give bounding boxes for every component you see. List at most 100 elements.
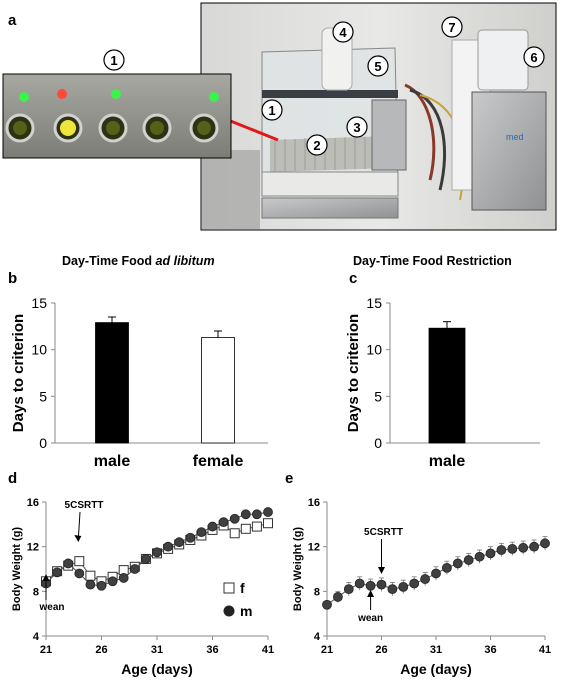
panel-letter-d: d: [8, 470, 18, 487]
x-tick-label: 36: [206, 644, 218, 656]
photo-label-2: 2: [313, 138, 320, 153]
data-point: [96, 580, 107, 591]
data-point: [229, 528, 240, 539]
data-point: [333, 592, 343, 602]
annotation-arrowhead: [42, 574, 50, 581]
y-tick-label: 0: [39, 435, 47, 451]
y-tick-label: 5: [39, 388, 47, 404]
data-point: [409, 578, 420, 589]
y-tick-label: 15: [366, 295, 382, 311]
annotation-wean: wean: [357, 613, 383, 624]
annotation-5csrtt: 5CSRTT: [65, 500, 104, 511]
x-tick-label: 41: [262, 644, 274, 656]
data-point: [129, 564, 140, 574]
data-point: [185, 532, 196, 543]
data-point: [518, 542, 529, 553]
data-point: [74, 568, 85, 579]
apparatus-photo: med 1 1 2 3 4 5 6 7: [2, 2, 557, 231]
data-point: [63, 558, 74, 569]
data-point: [420, 574, 431, 584]
data-point: [529, 541, 540, 552]
data-point: [343, 584, 354, 594]
x-category-label: male: [429, 453, 466, 470]
photo-label-6: 6: [530, 50, 537, 65]
data-point: [452, 558, 463, 569]
x-tick-label: 36: [484, 644, 496, 656]
data-point: [118, 573, 129, 583]
legend-marker-f: [223, 582, 235, 594]
chart-e: 4 8 12 16 21 26 31 36 41 Age (days) Body Weight (g…: [292, 497, 551, 677]
heading-b-italic: ad libitum: [155, 254, 215, 268]
x-axis-label: Age (days): [121, 661, 193, 677]
annotation-wean: wean: [38, 602, 64, 613]
bar: [428, 327, 466, 444]
y-tick-label: 0: [374, 435, 382, 451]
data-point: [387, 584, 398, 594]
x-tick-label: 21: [40, 644, 52, 656]
data-point: [485, 548, 496, 559]
data-point: [507, 544, 518, 554]
inset-label: 1: [110, 53, 117, 68]
x-tick-label: 41: [539, 644, 551, 656]
photo-label-7: 7: [448, 20, 455, 35]
y-tick-label: 12: [27, 542, 39, 554]
x-tick-label: 21: [321, 644, 333, 656]
y-axis-label: Days to criterion: [10, 314, 27, 432]
y-tick-label: 16: [308, 497, 320, 509]
y-tick-label: 12: [308, 542, 320, 554]
data-point: [441, 562, 452, 573]
data-point: [496, 545, 507, 555]
y-tick-label: 8: [314, 586, 320, 598]
data-point: [85, 570, 96, 581]
data-point: [107, 576, 118, 587]
data-point: [354, 578, 365, 589]
data-point: [474, 551, 485, 562]
annotation-arrowhead: [74, 535, 82, 542]
data-point: [540, 538, 550, 549]
data-point: [229, 513, 240, 524]
photo-label-3: 3: [353, 120, 360, 135]
y-tick-label: 10: [31, 342, 47, 358]
bar: [95, 322, 129, 444]
data-point: [152, 547, 162, 558]
data-point: [74, 556, 85, 567]
photo-label-1: 1: [268, 103, 275, 118]
y-axis-label: Body Weight (g): [292, 527, 304, 611]
annotation-arrowhead: [378, 567, 385, 574]
photo-label-4: 4: [339, 25, 347, 40]
data-point: [218, 517, 229, 527]
heading-c: Day-Time Food Restriction: [353, 254, 512, 268]
y-tick-label: 5: [374, 388, 382, 404]
stimulus-lights: [19, 89, 219, 102]
y-axis-label: Days to criterion: [345, 314, 362, 432]
panel-letter-e: e: [285, 470, 294, 487]
data-point: [140, 554, 151, 564]
data-point: [376, 579, 387, 590]
x-category-label: female: [193, 453, 244, 470]
x-tick-label: 26: [95, 644, 107, 656]
legend-marker-m: [223, 605, 235, 617]
panel-letter-b: b: [8, 270, 18, 287]
legend-label-m: m: [240, 603, 252, 619]
bar: [201, 337, 235, 444]
data-point: [85, 579, 96, 590]
data-point: [251, 521, 262, 532]
data-point: [240, 509, 251, 520]
data-point: [365, 580, 376, 591]
y-axis-label: Body Weight (g): [11, 527, 23, 611]
y-tick-label: 16: [27, 497, 39, 509]
y-tick-label: 10: [366, 342, 382, 358]
data-point: [207, 521, 218, 532]
x-tick-label: 31: [151, 644, 163, 656]
heading-b-prefix: Day-Time Food: [62, 254, 156, 268]
chart-d: 4 8 12 16 21 26 31 36 41 Age (days) Body Weight (g…: [11, 497, 274, 677]
nose-poke-holes: [5, 113, 219, 143]
x-category-label: male: [94, 453, 131, 470]
photo-label-5: 5: [374, 59, 381, 74]
legend-label-f: f: [240, 580, 245, 596]
brand-text: med: [506, 132, 524, 142]
data-point: [174, 537, 185, 548]
panel-letter-a: a: [8, 12, 17, 29]
